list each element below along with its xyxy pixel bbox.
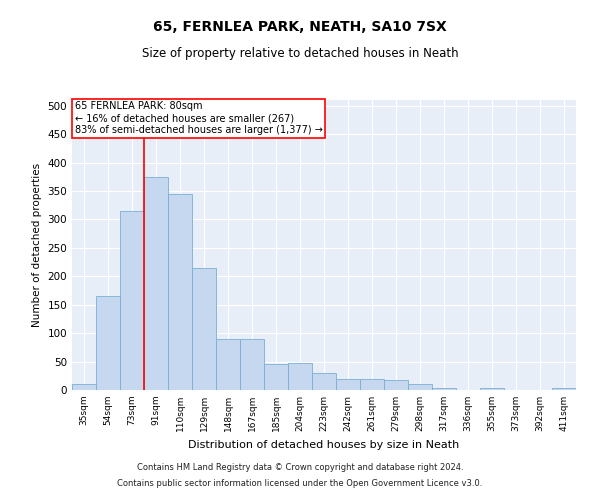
Bar <box>216 339 240 390</box>
Bar <box>552 388 576 390</box>
Bar <box>312 373 336 390</box>
Text: 65, FERNLEA PARK, NEATH, SA10 7SX: 65, FERNLEA PARK, NEATH, SA10 7SX <box>153 20 447 34</box>
Bar <box>264 364 288 390</box>
Bar <box>336 378 360 390</box>
Bar <box>480 388 504 390</box>
Bar <box>168 194 192 390</box>
Bar <box>288 364 312 390</box>
Text: Size of property relative to detached houses in Neath: Size of property relative to detached ho… <box>142 48 458 60</box>
Text: Contains HM Land Registry data © Crown copyright and database right 2024.: Contains HM Land Registry data © Crown c… <box>137 464 463 472</box>
Bar <box>432 388 456 390</box>
Bar <box>360 378 384 390</box>
Bar <box>384 380 408 390</box>
X-axis label: Distribution of detached houses by size in Neath: Distribution of detached houses by size … <box>188 440 460 450</box>
Bar <box>192 268 216 390</box>
Bar <box>144 177 168 390</box>
Bar <box>240 339 264 390</box>
Text: Contains public sector information licensed under the Open Government Licence v3: Contains public sector information licen… <box>118 478 482 488</box>
Bar <box>96 296 120 390</box>
Y-axis label: Number of detached properties: Number of detached properties <box>32 163 42 327</box>
Bar <box>120 211 144 390</box>
Bar <box>72 384 96 390</box>
Bar <box>408 384 432 390</box>
Text: 65 FERNLEA PARK: 80sqm
← 16% of detached houses are smaller (267)
83% of semi-de: 65 FERNLEA PARK: 80sqm ← 16% of detached… <box>74 102 322 134</box>
